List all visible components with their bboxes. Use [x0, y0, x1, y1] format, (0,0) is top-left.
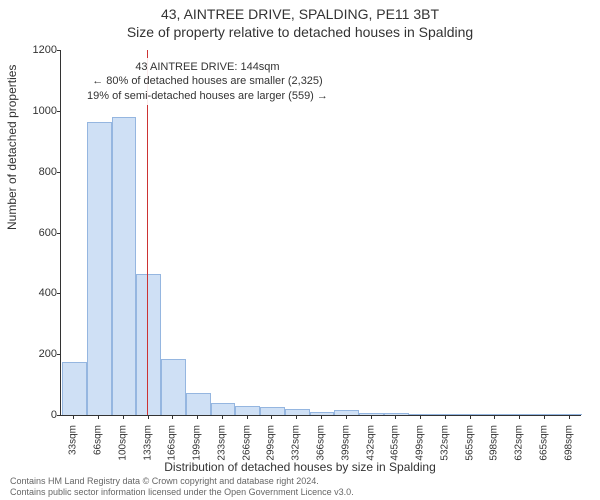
x-tick-label: 665sqm	[538, 421, 549, 461]
x-tick-mark	[148, 415, 149, 419]
x-tick-label: 266sqm	[241, 421, 252, 461]
annotation-line-1: 43 AINTREE DRIVE: 144sqm	[87, 60, 328, 74]
annotation-line-3: 19% of semi-detached houses are larger (…	[87, 89, 328, 103]
x-tick-label: 332sqm	[291, 421, 302, 461]
x-tick-label: 233sqm	[216, 421, 227, 461]
footer-line-1: Contains HM Land Registry data © Crown c…	[10, 476, 354, 487]
x-tick-mark	[445, 415, 446, 419]
x-tick-mark	[98, 415, 99, 419]
y-tick-mark	[57, 233, 61, 234]
x-tick-label: 366sqm	[316, 421, 327, 461]
x-tick-mark	[321, 415, 322, 419]
x-tick-label: 299sqm	[266, 421, 277, 461]
x-axis-label: Distribution of detached houses by size …	[0, 460, 600, 474]
y-tick-mark	[57, 172, 61, 173]
x-tick-mark	[346, 415, 347, 419]
chart-container: 43, AINTREE DRIVE, SPALDING, PE11 3BT Si…	[0, 0, 600, 500]
x-tick-label: 532sqm	[439, 421, 450, 461]
x-tick-mark	[222, 415, 223, 419]
x-tick-mark	[395, 415, 396, 419]
annotation-box: 43 AINTREE DRIVE: 144sqm ← 80% of detach…	[83, 58, 332, 105]
x-tick-mark	[172, 415, 173, 419]
y-tick-mark	[57, 293, 61, 294]
histogram-bar	[186, 393, 211, 415]
x-tick-label: 698sqm	[563, 421, 574, 461]
page-subtitle: Size of property relative to detached ho…	[0, 22, 600, 40]
histogram-bar	[235, 406, 260, 415]
y-tick-mark	[57, 415, 61, 416]
page-title: 43, AINTREE DRIVE, SPALDING, PE11 3BT	[0, 0, 600, 22]
x-tick-label: 33sqm	[68, 421, 79, 455]
x-tick-mark	[123, 415, 124, 419]
histogram-bar	[62, 362, 87, 415]
footer-attribution: Contains HM Land Registry data © Crown c…	[10, 476, 354, 498]
x-tick-mark	[247, 415, 248, 419]
x-tick-mark	[569, 415, 570, 419]
annotation-line-2: ← 80% of detached houses are smaller (2,…	[87, 74, 328, 88]
x-tick-mark	[519, 415, 520, 419]
x-tick-label: 66sqm	[93, 421, 104, 455]
histogram-bar	[136, 274, 161, 415]
y-tick-mark	[57, 354, 61, 355]
x-tick-mark	[73, 415, 74, 419]
x-tick-mark	[420, 415, 421, 419]
x-tick-label: 632sqm	[514, 421, 525, 461]
histogram-bar	[112, 117, 137, 415]
x-tick-mark	[271, 415, 272, 419]
y-tick-label: 600	[27, 227, 61, 239]
x-tick-label: 465sqm	[390, 421, 401, 461]
y-tick-mark	[57, 111, 61, 112]
x-tick-label: 166sqm	[167, 421, 178, 461]
histogram-bar	[260, 407, 285, 415]
y-tick-mark	[57, 50, 61, 51]
x-tick-label: 565sqm	[464, 421, 475, 461]
x-tick-label: 499sqm	[415, 421, 426, 461]
chart-plot-area: 02004006008001000120033sqm66sqm100sqm133…	[60, 50, 581, 416]
x-tick-label: 100sqm	[117, 421, 128, 461]
x-tick-mark	[296, 415, 297, 419]
x-tick-label: 133sqm	[142, 421, 153, 461]
y-axis-label: Number of detached properties	[5, 65, 19, 230]
y-tick-label: 0	[27, 409, 61, 421]
y-tick-label: 400	[27, 287, 61, 299]
y-tick-label: 1000	[27, 105, 61, 117]
y-tick-label: 800	[27, 166, 61, 178]
x-tick-mark	[470, 415, 471, 419]
histogram-bar	[87, 122, 112, 415]
footer-line-2: Contains public sector information licen…	[10, 487, 354, 498]
histogram-bar	[161, 359, 186, 415]
x-tick-mark	[544, 415, 545, 419]
x-tick-mark	[371, 415, 372, 419]
x-tick-mark	[494, 415, 495, 419]
x-tick-label: 598sqm	[489, 421, 500, 461]
y-tick-label: 1200	[27, 44, 61, 56]
x-tick-label: 399sqm	[340, 421, 351, 461]
histogram-bar	[211, 403, 236, 415]
y-tick-label: 200	[27, 348, 61, 360]
x-tick-mark	[197, 415, 198, 419]
x-tick-label: 199sqm	[192, 421, 203, 461]
x-tick-label: 432sqm	[365, 421, 376, 461]
